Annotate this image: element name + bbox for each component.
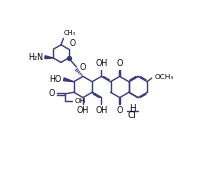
Text: O: O <box>116 106 123 115</box>
Text: OH: OH <box>77 106 89 115</box>
Text: Cl: Cl <box>128 111 136 120</box>
Text: CH₃: CH₃ <box>64 30 76 36</box>
Text: O: O <box>116 59 123 68</box>
Text: H: H <box>129 104 135 113</box>
Text: OH: OH <box>95 106 108 115</box>
Text: OCH₃: OCH₃ <box>154 74 173 80</box>
Text: HO: HO <box>49 75 61 84</box>
Text: O: O <box>70 39 76 48</box>
Polygon shape <box>63 78 74 82</box>
Polygon shape <box>45 56 53 59</box>
Text: H₂N: H₂N <box>28 53 43 62</box>
Text: OH: OH <box>95 59 108 68</box>
Text: O: O <box>79 64 85 73</box>
Text: O: O <box>48 89 55 98</box>
Text: OH: OH <box>74 98 85 105</box>
